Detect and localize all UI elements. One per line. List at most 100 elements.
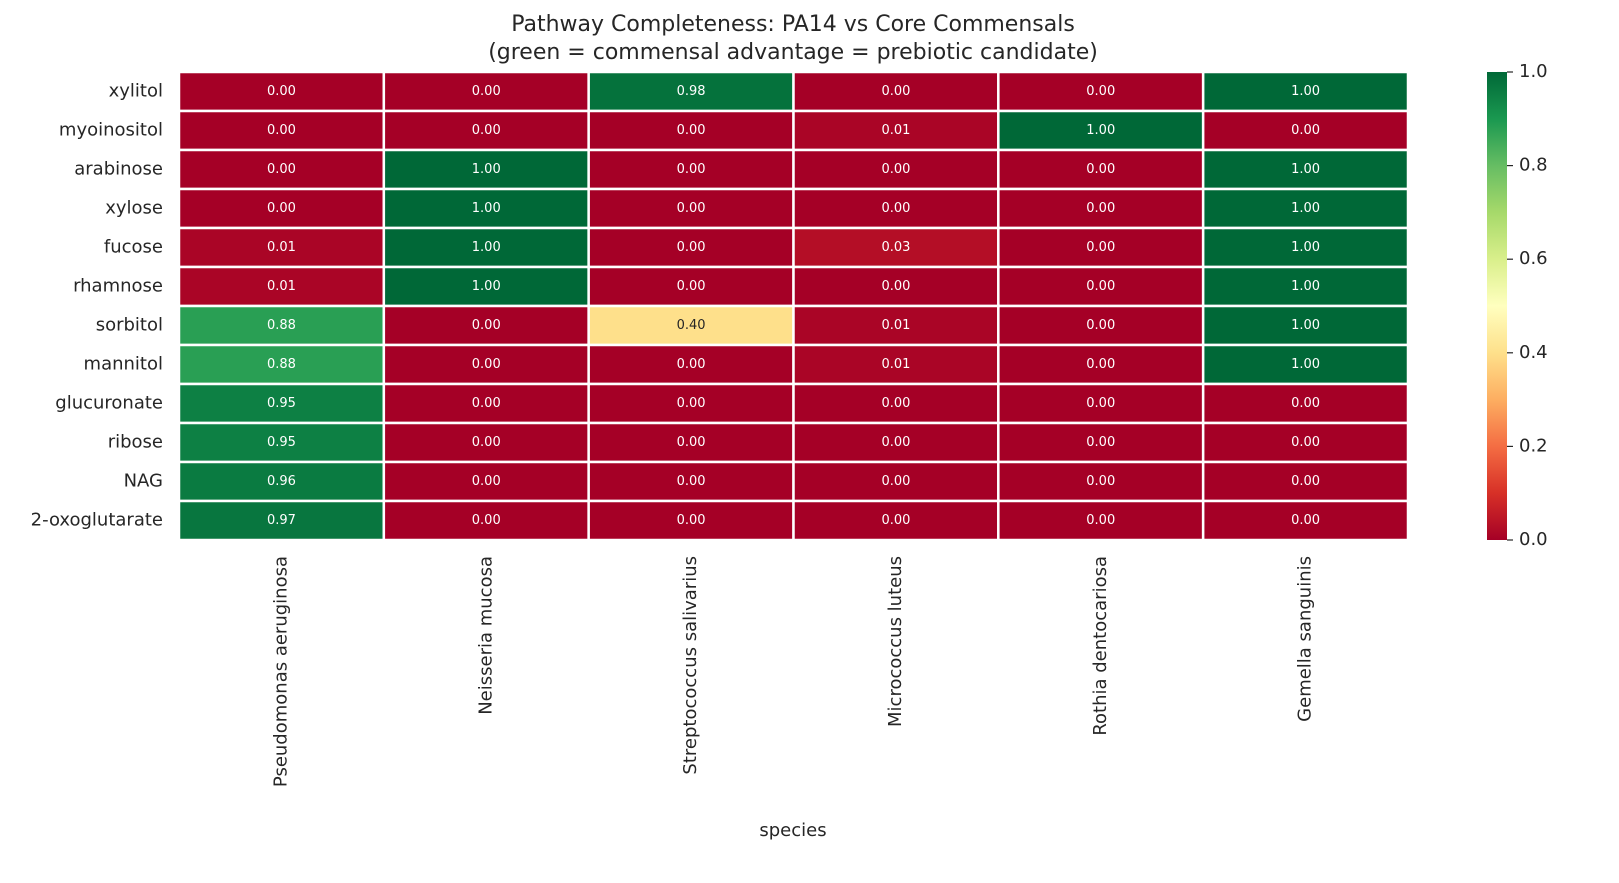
cell-label: 0.00 <box>267 123 296 138</box>
cell-label: 0.00 <box>267 201 296 216</box>
cell-label: 0.00 <box>1086 435 1115 450</box>
heatmap-cell <box>177 421 386 464</box>
cell-label: 0.00 <box>1086 513 1115 528</box>
cell-label: 0.00 <box>1086 240 1115 255</box>
cell-label: 0.00 <box>1291 123 1320 138</box>
cell-label: 0.00 <box>472 435 501 450</box>
cell-label: 0.97 <box>267 513 296 528</box>
heatmap-cell <box>382 499 590 542</box>
cell-label: 0.00 <box>677 435 706 450</box>
cell-label: 0.96 <box>267 474 296 489</box>
cell-label: 0.00 <box>677 240 706 255</box>
heatmap-cell <box>792 343 1000 386</box>
heatmap-cell <box>177 460 386 503</box>
cell-label: 0.00 <box>1086 201 1115 216</box>
cell-label: 1.00 <box>1086 123 1115 138</box>
heatmap-cell <box>177 382 386 425</box>
heatmap-cell <box>1201 70 1410 113</box>
cell-label: 0.00 <box>881 474 910 489</box>
cell-label: 0.00 <box>677 123 706 138</box>
heatmap-cell <box>587 343 795 386</box>
cell-label: 0.00 <box>1086 474 1115 489</box>
y-tick-label: fucose <box>104 237 163 258</box>
colorbar-tick-label: 0.4 <box>1519 342 1548 363</box>
cell-label: 0.00 <box>881 162 910 177</box>
chart-subtitle: (green = commensal advantage = prebiotic… <box>488 40 1098 65</box>
cell-label: 0.00 <box>1086 357 1115 372</box>
y-tick-label: mannitol <box>84 354 163 375</box>
cell-label: 0.01 <box>881 123 910 138</box>
colorbar <box>1487 72 1507 540</box>
heatmap-cell <box>177 265 386 308</box>
heatmap-cell <box>382 109 590 152</box>
cell-label: 0.00 <box>472 357 501 372</box>
heatmap-cell <box>792 460 1000 503</box>
y-tick-label: xylose <box>105 198 163 219</box>
cell-label: 1.00 <box>472 240 501 255</box>
y-tick-label: xylitol <box>109 81 163 102</box>
cell-label: 0.01 <box>881 357 910 372</box>
y-tick-label: rhamnose <box>73 276 163 297</box>
cell-label: 0.00 <box>881 201 910 216</box>
cell-label: 1.00 <box>472 201 501 216</box>
heatmap-cell <box>997 226 1205 269</box>
cell-label: 1.00 <box>1291 162 1320 177</box>
cell-label: 0.00 <box>881 279 910 294</box>
x-axis-label: species <box>759 820 826 841</box>
heatmap-cell <box>587 187 795 230</box>
cell-label: 0.00 <box>267 84 296 99</box>
heatmap-cell <box>587 226 795 269</box>
x-tick-label: Pseudomonas aeruginosa <box>270 556 291 787</box>
heatmap-cell <box>177 304 386 347</box>
y-tick-label: myoinositol <box>59 120 163 141</box>
cell-label: 0.00 <box>1086 84 1115 99</box>
cell-label: 0.00 <box>1086 318 1115 333</box>
cell-label: 0.00 <box>472 123 501 138</box>
heatmap-cell <box>1201 148 1410 191</box>
heatmap-cell <box>1201 460 1410 503</box>
heatmap-cell <box>1201 226 1410 269</box>
heatmap-cell <box>382 148 590 191</box>
cell-label: 0.00 <box>677 396 706 411</box>
heatmap-cell <box>382 421 590 464</box>
cell-label: 0.00 <box>881 396 910 411</box>
heatmap-cell <box>1201 499 1410 542</box>
y-tick-label: arabinose <box>74 159 163 180</box>
cell-label: 0.00 <box>677 201 706 216</box>
heatmap-cell <box>1201 382 1410 425</box>
cell-label: 0.01 <box>881 318 910 333</box>
y-tick-label: NAG <box>124 471 163 492</box>
cell-label: 1.00 <box>1291 357 1320 372</box>
cell-label: 0.03 <box>881 240 910 255</box>
cell-label: 1.00 <box>472 279 501 294</box>
cell-label: 0.00 <box>472 474 501 489</box>
y-tick-label: 2-oxoglutarate <box>31 510 163 531</box>
heatmap-cell <box>177 499 386 542</box>
cell-label: 0.01 <box>267 240 296 255</box>
cell-label: 0.98 <box>677 84 706 99</box>
cell-label: 0.00 <box>1086 279 1115 294</box>
y-tick-label: glucuronate <box>55 393 163 414</box>
colorbar-tick-label: 1.0 <box>1519 61 1548 82</box>
cell-label: 0.00 <box>677 513 706 528</box>
cell-label: 0.00 <box>472 513 501 528</box>
cell-label: 0.00 <box>1086 396 1115 411</box>
x-tick-label: Rothia dentocariosa <box>1090 556 1111 736</box>
colorbar-tick-label: 0.6 <box>1519 248 1548 269</box>
cell-label: 0.88 <box>267 357 296 372</box>
heatmap-cell <box>997 382 1205 425</box>
cell-label: 1.00 <box>1291 240 1320 255</box>
heatmap-cell <box>1201 343 1410 386</box>
x-tick-label: Gemella sanguinis <box>1295 556 1316 722</box>
colorbar-tick-label: 0.2 <box>1519 435 1548 456</box>
heatmap-cell <box>177 187 386 230</box>
cell-label: 0.95 <box>267 396 296 411</box>
cell-label: 0.40 <box>677 318 706 333</box>
y-tick-label: ribose <box>108 432 163 453</box>
heatmap-cell <box>792 187 1000 230</box>
cell-label: 0.00 <box>881 435 910 450</box>
cell-label: 1.00 <box>1291 318 1320 333</box>
cell-label: 0.00 <box>881 513 910 528</box>
